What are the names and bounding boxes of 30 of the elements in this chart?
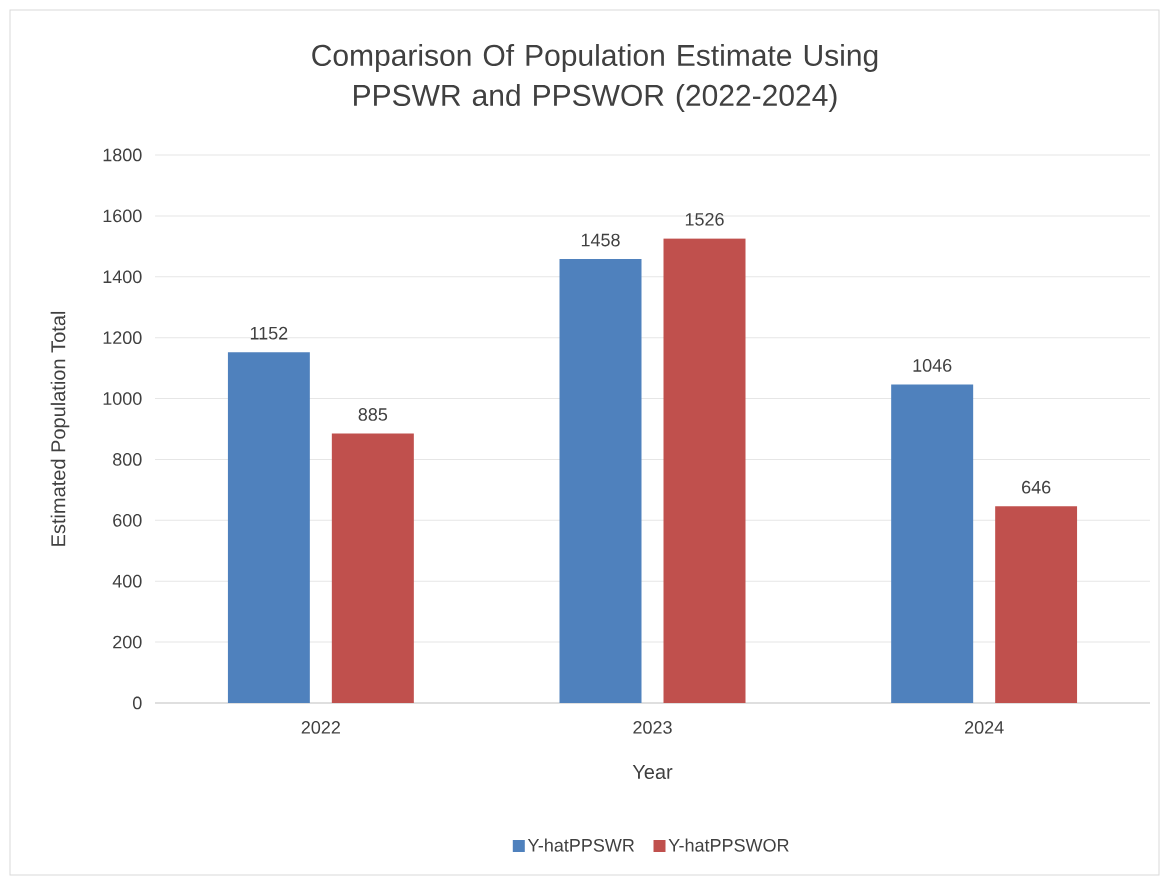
bar bbox=[891, 384, 974, 703]
y-tick-label: 400 bbox=[112, 574, 142, 588]
y-tick-label: 800 bbox=[113, 453, 142, 466]
x-tick-label: 2024 bbox=[965, 721, 1004, 734]
x-tick-label: 2022 bbox=[301, 721, 340, 734]
data-label: 1046 bbox=[913, 359, 952, 372]
y-tick-label: 1400 bbox=[103, 270, 142, 284]
y-tick-label: 1600 bbox=[103, 209, 142, 223]
data-label: 646 bbox=[1022, 480, 1051, 494]
bar bbox=[995, 506, 1078, 703]
data-label: 1152 bbox=[250, 326, 288, 340]
y-tick-label: 200 bbox=[113, 635, 142, 649]
x-tick-label: 2023 bbox=[633, 721, 672, 734]
legend-label: Y-hatPPSWR bbox=[527, 838, 635, 852]
bar bbox=[331, 433, 414, 703]
y-tick-label: 1800 bbox=[103, 148, 142, 162]
y-axis-title: Estimated Population Total bbox=[50, 311, 70, 546]
bar bbox=[663, 238, 746, 703]
y-tick-label: 600 bbox=[113, 513, 142, 527]
legend-label: Y-hatPPSWOR bbox=[668, 838, 789, 852]
x-axis-title: Year bbox=[632, 765, 673, 780]
y-tick-label: 1000 bbox=[103, 392, 142, 405]
data-label: 1458 bbox=[581, 233, 620, 247]
y-tick-label: 0 bbox=[133, 696, 142, 710]
y-tick-label: 1200 bbox=[103, 331, 142, 345]
data-label: 885 bbox=[358, 408, 388, 421]
chart-title: Comparison Of Population Estimate Using PPSWR and PPSWOR (2022-2024) bbox=[312, 44, 878, 112]
data-label: 1526 bbox=[685, 212, 724, 226]
bar bbox=[559, 259, 642, 703]
bar bbox=[227, 352, 310, 703]
